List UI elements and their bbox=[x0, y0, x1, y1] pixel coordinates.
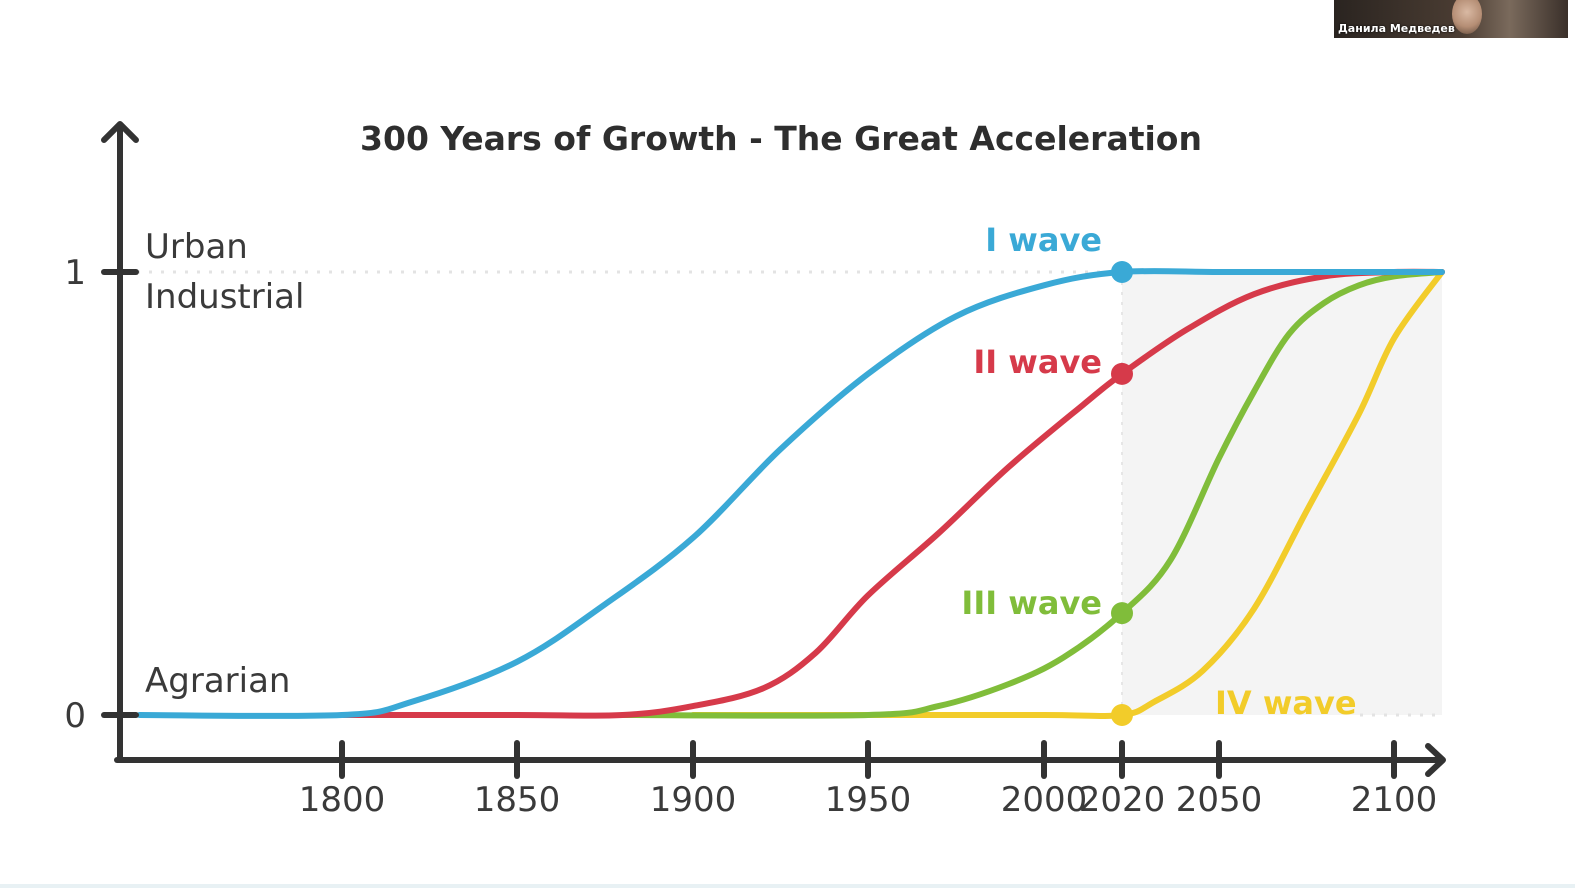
participant-video-tile[interactable]: Данила Медведев bbox=[1334, 0, 1568, 38]
y-tick-label-1: 1 bbox=[64, 253, 86, 293]
participant-name: Данила Медведев bbox=[1338, 22, 1455, 35]
series-label-iii-wave: III wave bbox=[961, 584, 1102, 622]
series-line-iii-wave bbox=[619, 269, 1445, 719]
series-label-layer: I wave II wave III wave IV wave bbox=[961, 221, 1356, 722]
participant-face bbox=[1452, 0, 1482, 34]
x-axis-arrow-icon bbox=[1425, 743, 1446, 777]
x-tick-label-1800: 1800 bbox=[299, 780, 386, 820]
series-label-iv-wave: IV wave bbox=[1215, 684, 1357, 722]
series-layer bbox=[136, 268, 1445, 719]
x-tick-label-2100: 2100 bbox=[1351, 780, 1438, 820]
x-tick-label-2050: 2050 bbox=[1176, 780, 1263, 820]
y-tick-label-0: 0 bbox=[64, 696, 86, 736]
x-tick-label-1950: 1950 bbox=[825, 780, 912, 820]
series-marker-i-wave bbox=[1111, 261, 1133, 283]
series-marker-iii-wave bbox=[1111, 602, 1133, 625]
series-label-ii-wave: II wave bbox=[973, 343, 1102, 381]
y-axis-arrow-icon bbox=[101, 121, 139, 143]
marker-layer bbox=[1111, 261, 1133, 726]
x-tick-label-1900: 1900 bbox=[650, 780, 737, 820]
series-label-i-wave: I wave bbox=[985, 221, 1102, 259]
chart-title: 300 Years of Growth - The Great Accelera… bbox=[360, 119, 1202, 158]
bottom-edge-bar bbox=[0, 884, 1575, 888]
series-line-ii-wave bbox=[339, 268, 1445, 719]
level-label-urban: Urban bbox=[145, 227, 248, 267]
series-marker-iv-wave bbox=[1111, 704, 1133, 726]
series-line-i-wave bbox=[136, 268, 1445, 719]
series-marker-ii-wave bbox=[1111, 362, 1133, 385]
x-tick-label-1850: 1850 bbox=[474, 780, 561, 820]
x-tick-label-2020: 2020 bbox=[1079, 780, 1166, 820]
series-line-iv-wave bbox=[690, 269, 1445, 719]
level-label-agrarian: Agrarian bbox=[145, 661, 290, 701]
level-label-industrial: Industrial bbox=[145, 277, 304, 317]
x-tick-label-2000: 2000 bbox=[1001, 780, 1088, 820]
